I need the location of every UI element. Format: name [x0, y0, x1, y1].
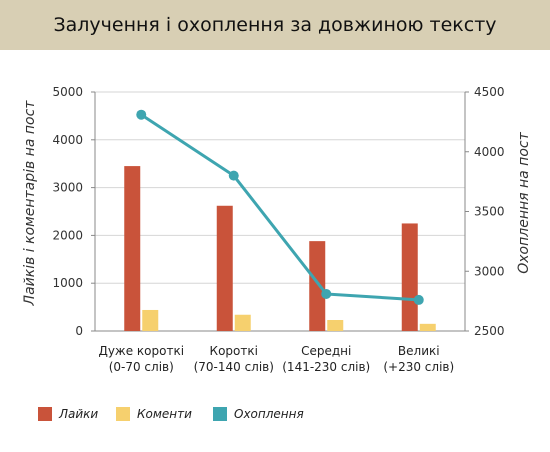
y-left-tick-label: 4000 [52, 133, 83, 147]
y-right-tick-label: 4500 [474, 85, 505, 99]
reach-point [228, 170, 239, 181]
bars [124, 166, 436, 331]
bar-comments [327, 320, 344, 331]
x-category-label: Середні [301, 344, 351, 358]
x-category-label: (+230 слів) [383, 360, 454, 374]
bar-comments [142, 309, 159, 331]
legend-swatch-likes [38, 407, 52, 421]
y-left-tick-label: 0 [75, 324, 83, 338]
chart-title: Залучення і охоплення за довжиною тексту [53, 14, 497, 36]
y-left-tick-label: 1000 [52, 276, 83, 290]
bar-comments [419, 323, 436, 331]
bar-likes [216, 205, 233, 331]
y-left-tick-label: 3000 [52, 181, 83, 195]
y-left-tick-label: 5000 [52, 85, 83, 99]
x-category-label: (0-70 слів) [109, 360, 174, 374]
x-category-label: (70-140 слів) [194, 360, 274, 374]
chart-header: Залучення і охоплення за довжиною тексту [0, 0, 550, 50]
legend-label-likes: Лайки [59, 407, 99, 421]
x-category-label: (141-230 слів) [282, 360, 370, 374]
x-category-label: Короткі [210, 344, 258, 358]
reach-series-line [140, 113, 419, 302]
reach-point [413, 294, 424, 305]
legend-item-likes: Лайки [38, 407, 116, 421]
x-category-label: Дуже короткі [98, 344, 184, 358]
y-axis-right-title: Охоплення на пост [516, 131, 532, 273]
legend-item-comments: Коменти [116, 407, 213, 421]
legend-label-comments: Коменти [137, 407, 192, 421]
bar-likes [124, 166, 141, 331]
x-category-label: Великі [398, 344, 440, 358]
legend-swatch-reach [213, 407, 227, 421]
chart-legend: Лайки Коменти Охоплення [38, 405, 328, 423]
y-axis-left-title: Лайків і коментарів на пост [22, 100, 38, 307]
legend-swatch-comments [116, 407, 130, 421]
bar-likes [309, 241, 326, 331]
reach-point [136, 109, 147, 120]
y-right-tick-label: 3000 [474, 264, 505, 278]
y-right-tick-label: 2500 [474, 324, 505, 338]
bar-comments [234, 314, 251, 331]
reach-line [136, 109, 424, 305]
legend-label-reach: Охоплення [234, 407, 304, 421]
y-right-tick-label: 4000 [474, 145, 505, 159]
y-right-tick-label: 3500 [474, 205, 505, 219]
axis-labels: 0 1000 2000 3000 4000 5000 2500 3000 3500 4000 450… [52, 85, 504, 374]
legend-item-reach: Охоплення [213, 407, 304, 421]
bar-likes [401, 223, 418, 331]
chart-plot: 0 1000 2000 3000 4000 5000 2500 3000 3500 4000 450… [22, 85, 532, 374]
y-left-tick-label: 2000 [52, 228, 83, 242]
reach-point [321, 288, 332, 299]
